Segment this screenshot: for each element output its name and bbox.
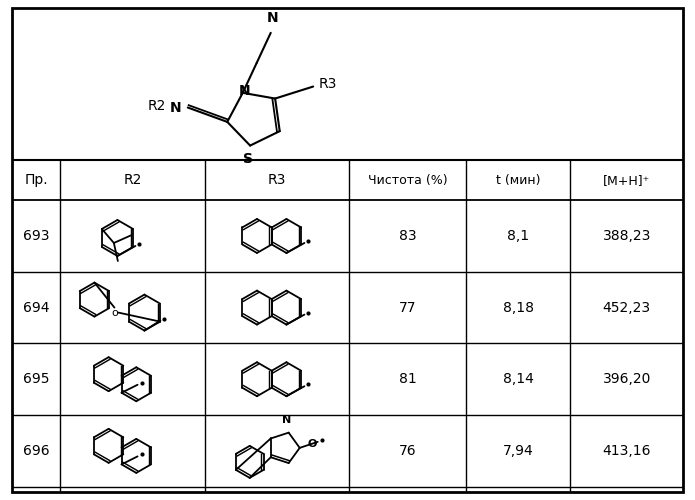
Text: R3: R3 [268, 174, 286, 188]
Text: N: N [267, 11, 279, 25]
Text: 413,16: 413,16 [603, 444, 651, 458]
Text: 8,18: 8,18 [502, 300, 534, 314]
Text: 695: 695 [23, 372, 49, 386]
Text: R3: R3 [318, 76, 336, 90]
Text: 696: 696 [23, 444, 49, 458]
Text: N: N [282, 414, 291, 424]
Text: 7,94: 7,94 [503, 444, 534, 458]
Text: Пр.: Пр. [24, 174, 48, 188]
Text: R2: R2 [147, 98, 166, 112]
Text: Чистота (%): Чистота (%) [368, 174, 448, 187]
Text: t (мин): t (мин) [496, 174, 541, 187]
Text: O: O [308, 439, 317, 449]
Text: S: S [243, 152, 253, 166]
Text: 83: 83 [399, 229, 416, 243]
Text: 693: 693 [23, 229, 49, 243]
Text: 76: 76 [399, 444, 416, 458]
Text: 8,14: 8,14 [502, 372, 534, 386]
Text: 694: 694 [23, 300, 49, 314]
Text: 77: 77 [399, 300, 416, 314]
Text: 452,23: 452,23 [603, 300, 651, 314]
Text: o: o [111, 308, 118, 318]
Text: N: N [170, 100, 182, 114]
Text: 81: 81 [399, 372, 416, 386]
Text: 8,1: 8,1 [507, 229, 530, 243]
Text: 388,23: 388,23 [603, 229, 651, 243]
Text: 396,20: 396,20 [603, 372, 651, 386]
Text: [M+H]⁺: [M+H]⁺ [603, 174, 651, 187]
Text: R2: R2 [123, 174, 142, 188]
Text: N: N [239, 84, 250, 98]
